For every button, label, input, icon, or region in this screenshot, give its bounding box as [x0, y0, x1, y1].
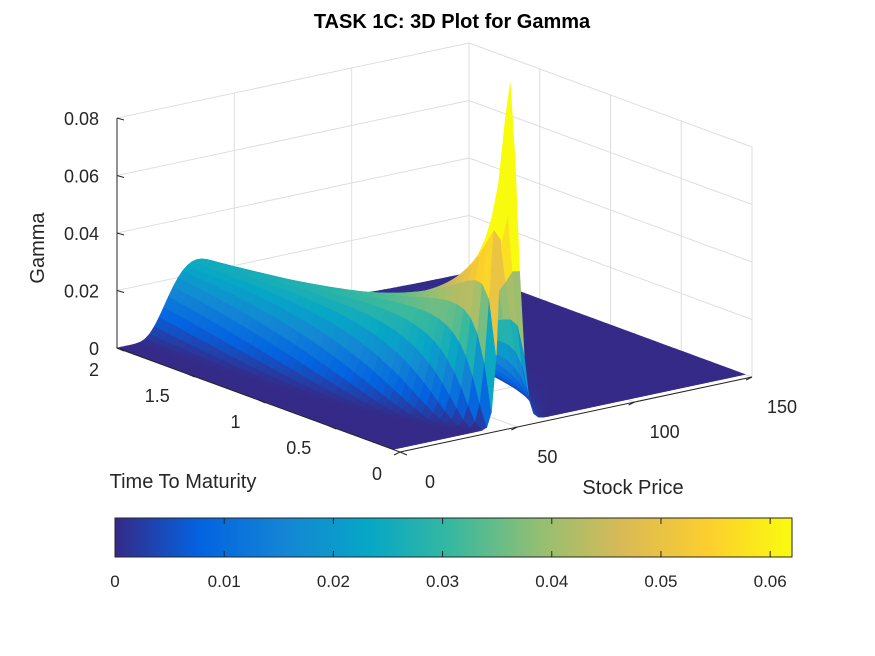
y-tick-mark	[258, 399, 266, 404]
z-tick-label: 0.08	[64, 109, 99, 129]
grid-line-back-z	[116, 215, 470, 291]
x-tick-mark	[393, 451, 401, 456]
z-tick-mark	[116, 232, 125, 236]
colorbar-tick-label: 0.04	[535, 572, 568, 591]
y-tick-mark	[399, 451, 408, 456]
y-tick-mark	[187, 373, 195, 378]
y-tick-mark	[329, 425, 337, 430]
colorbar-ticks: 0 0.01 0.02 0.03 0.04 0.05 0.06	[110, 518, 787, 591]
colorbar-gradient	[115, 518, 792, 557]
z-tick-label: 0.02	[64, 282, 99, 302]
z-tick-label: 0	[89, 339, 99, 359]
surface-patch	[732, 371, 746, 376]
z-tick-mark	[116, 117, 125, 121]
colorbar	[114, 517, 793, 558]
x-axis-line	[399, 376, 753, 453]
x-tick-mark	[628, 401, 635, 406]
z-tick-label: 0.04	[64, 224, 99, 244]
y-tick-label: 0	[372, 464, 382, 484]
axes	[116, 117, 753, 456]
colorbar-tick-label: 0	[110, 572, 119, 591]
x-tick-mark	[745, 376, 753, 381]
y-tick-label: 0.5	[286, 438, 311, 458]
x-tick-mark	[511, 426, 518, 431]
colorbar-tick-label: 0.05	[644, 572, 677, 591]
x-axis-label: Stock Price	[582, 477, 683, 499]
x-tick-label: 50	[537, 447, 557, 467]
z-axis-label: Gamma	[27, 212, 49, 284]
chart-title: TASK 1C: 3D Plot for Gamma	[314, 11, 591, 33]
x-tick-label: 150	[767, 397, 797, 417]
y-tick-label: 1	[230, 412, 240, 432]
colorbar-frame	[114, 517, 793, 558]
colorbar-tick-label: 0.03	[426, 572, 459, 591]
z-tick-mark	[116, 347, 125, 351]
z-tick-mark	[116, 290, 125, 293]
y-tick-label: 1.5	[145, 386, 170, 406]
y-axis-label: Time To Maturity	[110, 471, 257, 493]
z-tick-mark	[116, 175, 125, 178]
colorbar-tick-label: 0.02	[317, 572, 350, 591]
grid-line-back-z	[116, 100, 470, 176]
gamma-surface	[115, 83, 746, 450]
y-tick-label: 2	[89, 360, 99, 380]
x-tick-label: 0	[425, 472, 435, 492]
colorbar-tick-label: 0.01	[208, 572, 241, 591]
x-tick-label: 100	[650, 422, 680, 442]
grid-line-back-z	[116, 157, 470, 234]
grid-line-back-z	[116, 42, 470, 119]
colorbar-tick-label: 0.06	[754, 572, 787, 591]
z-tick-label: 0.06	[64, 167, 99, 187]
